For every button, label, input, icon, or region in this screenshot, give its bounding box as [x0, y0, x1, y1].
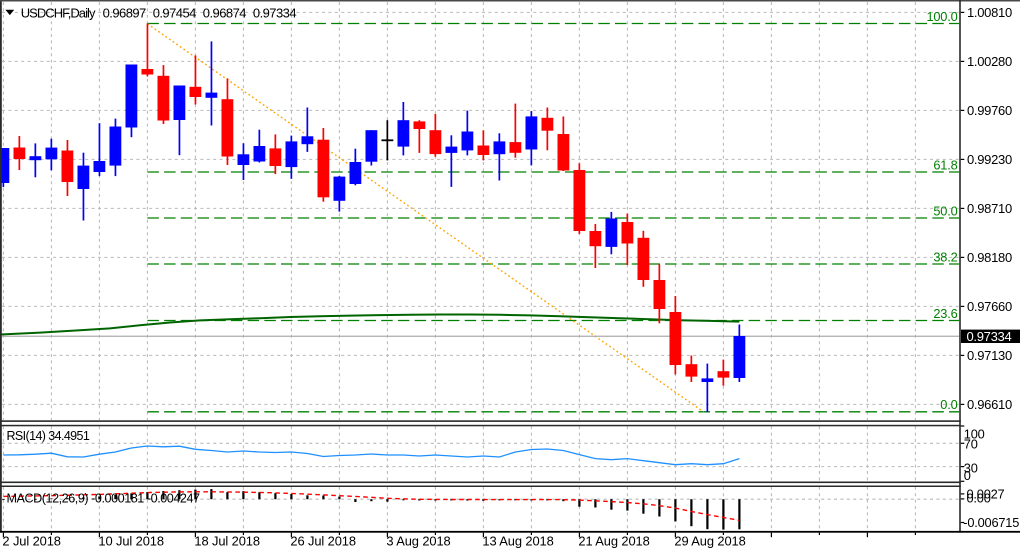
svg-text:0.97130: 0.97130 — [967, 348, 1012, 363]
svg-text:0.98710: 0.98710 — [967, 201, 1012, 216]
svg-text:0.99760: 0.99760 — [967, 103, 1012, 118]
svg-text:0.0027: 0.0027 — [967, 486, 1005, 501]
svg-text:0: 0 — [964, 468, 971, 483]
svg-text:100: 100 — [964, 426, 985, 441]
svg-text:0.97334: 0.97334 — [967, 329, 1012, 344]
svg-text:0.97334: 0.97334 — [253, 6, 296, 21]
svg-text:0.96897: 0.96897 — [103, 6, 146, 21]
svg-text:18 Jul 2018: 18 Jul 2018 — [194, 533, 260, 548]
svg-text:61.8: 61.8 — [933, 157, 957, 172]
svg-text:38.2: 38.2 — [933, 249, 957, 264]
svg-text:0.96874: 0.96874 — [203, 6, 246, 21]
svg-text:10 Jul 2018: 10 Jul 2018 — [98, 533, 164, 548]
svg-text:1.00810: 1.00810 — [967, 5, 1012, 20]
svg-text:USDCHF,Daily: USDCHF,Daily — [21, 6, 96, 21]
svg-text:-0.006715: -0.006715 — [963, 515, 1019, 530]
svg-text:RSI(14) 34.4951: RSI(14) 34.4951 — [7, 429, 90, 443]
svg-text:26 Jul 2018: 26 Jul 2018 — [290, 533, 356, 548]
svg-text:1.00280: 1.00280 — [967, 54, 1012, 69]
svg-text:13 Aug 2018: 13 Aug 2018 — [482, 533, 553, 548]
svg-text:50.0: 50.0 — [933, 203, 957, 218]
svg-text:2 Jul 2018: 2 Jul 2018 — [2, 533, 61, 548]
svg-text:0.00: 0.00 — [967, 490, 991, 505]
svg-text:0.97660: 0.97660 — [967, 299, 1012, 314]
svg-text:0.98180: 0.98180 — [967, 250, 1012, 265]
svg-text:23.6: 23.6 — [933, 306, 957, 321]
svg-text:MACD(12,26,9) -0.000181 -0.004: MACD(12,26,9) -0.000181 -0.004247 — [7, 492, 201, 506]
svg-text:70: 70 — [964, 437, 978, 452]
svg-text:0.97454: 0.97454 — [153, 6, 196, 21]
svg-text:0.99230: 0.99230 — [967, 152, 1012, 167]
svg-text:0.96610: 0.96610 — [967, 397, 1012, 412]
svg-text:0.0: 0.0 — [940, 397, 957, 412]
svg-text:21 Aug 2018: 21 Aug 2018 — [578, 533, 649, 548]
svg-text:30: 30 — [964, 461, 978, 476]
svg-text:29 Aug 2018: 29 Aug 2018 — [674, 533, 745, 548]
svg-text:100.0: 100.0 — [926, 9, 957, 24]
svg-text:3 Aug 2018: 3 Aug 2018 — [386, 533, 450, 548]
